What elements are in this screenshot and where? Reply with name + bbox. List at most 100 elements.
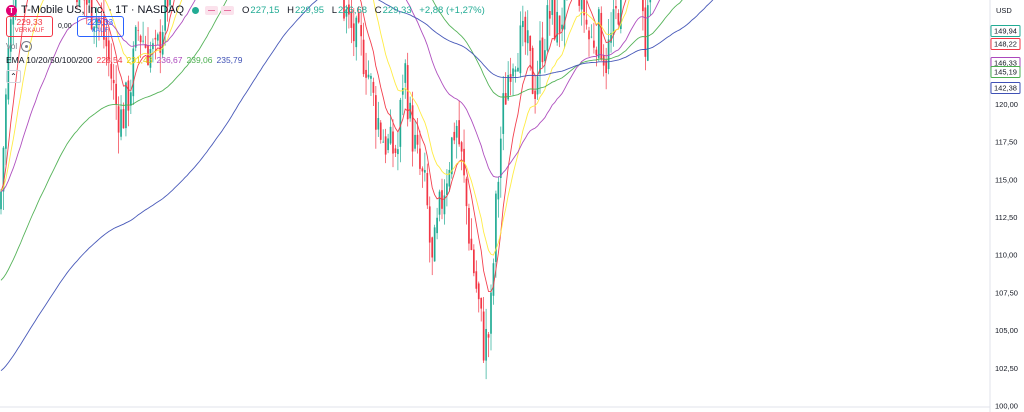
candle <box>431 236 434 276</box>
ema-value-100: 239,06 <box>186 55 213 65</box>
candle <box>436 207 438 240</box>
candle <box>137 21 140 41</box>
header-buttons <box>205 5 235 15</box>
candle <box>551 0 554 25</box>
candle <box>492 258 495 305</box>
price-tag-box <box>990 82 1021 94</box>
candle <box>602 44 605 77</box>
candle <box>355 15 358 61</box>
candle <box>558 15 561 48</box>
candle <box>477 281 480 313</box>
minus-icon[interactable] <box>205 5 219 15</box>
candle <box>546 0 549 53</box>
candle <box>161 25 164 58</box>
candle <box>534 74 536 114</box>
ema-legend[interactable]: EMA 10/20/50/100/200 228,54 231,43 236,6… <box>6 55 243 65</box>
candle <box>362 22 365 77</box>
candle <box>433 224 436 262</box>
y-tick-label: 102,50 <box>995 364 1018 373</box>
candle <box>110 43 113 91</box>
candle <box>460 140 463 171</box>
candle <box>588 26 590 57</box>
candle <box>517 53 519 72</box>
candle <box>125 81 127 137</box>
candle <box>485 308 487 380</box>
candle <box>607 19 610 75</box>
candle <box>470 218 473 251</box>
candle <box>590 24 593 39</box>
candle <box>379 120 382 144</box>
candle <box>615 0 617 20</box>
candle <box>526 10 529 56</box>
candle <box>465 176 468 225</box>
eye-icon[interactable] <box>21 41 33 52</box>
candle <box>463 129 465 183</box>
candle <box>154 29 157 60</box>
candle <box>90 0 93 31</box>
open-value: 227,15 <box>250 4 280 16</box>
volume-indicator[interactable]: Vol <box>6 41 33 52</box>
buy-button[interactable]: 229,33 KAUF <box>76 16 124 37</box>
candle <box>468 203 470 251</box>
candle <box>578 0 581 12</box>
candle <box>541 21 544 67</box>
price-tag-box <box>990 25 1021 37</box>
ema-label: EMA 10/20/50/100/200 <box>6 55 93 65</box>
ema-line-100 <box>0 0 683 281</box>
candle <box>2 146 5 211</box>
candle <box>617 9 620 26</box>
candle <box>482 296 485 363</box>
candle <box>401 74 404 116</box>
candle <box>387 133 389 154</box>
candle <box>120 95 122 141</box>
candle <box>367 60 370 80</box>
candle <box>365 52 367 95</box>
close-value: 229,33 <box>382 4 412 16</box>
candle <box>166 0 169 22</box>
candle <box>597 6 600 62</box>
candle <box>95 7 98 48</box>
symbol-title[interactable]: T-Mobile US, Inc. · 1T · NASDAQ <box>21 4 185 16</box>
candle <box>164 0 166 46</box>
candle <box>605 47 607 90</box>
candle <box>115 65 117 120</box>
candle <box>499 126 502 198</box>
candle <box>419 130 421 176</box>
candle <box>112 64 115 100</box>
minus-icon-2[interactable] <box>221 5 235 15</box>
candle <box>497 176 500 218</box>
candle <box>370 73 372 97</box>
y-tick-label: 107,50 <box>995 288 1018 297</box>
candle <box>149 41 152 73</box>
candle <box>646 0 649 62</box>
candle <box>411 91 414 167</box>
candle <box>404 59 407 99</box>
market-status-icon <box>192 6 200 14</box>
price-tag-ema-50: 146,33 <box>994 59 1017 68</box>
candle <box>83 0 86 17</box>
price-tag-ema-10: 148,22 <box>994 40 1017 49</box>
candle <box>414 120 416 152</box>
candle <box>5 88 7 166</box>
candle <box>583 0 585 33</box>
candle <box>512 63 514 96</box>
candle <box>345 4 348 34</box>
candle <box>127 75 130 127</box>
sell-button[interactable]: 229,33 VERKAUF <box>6 16 53 37</box>
candle <box>134 25 137 52</box>
candle <box>139 34 142 58</box>
candle <box>147 27 149 66</box>
candle <box>536 60 539 100</box>
change-value: +2,88 (+1,27%) <box>419 4 485 16</box>
candle <box>424 152 426 182</box>
candle <box>522 5 524 47</box>
candle <box>593 22 595 54</box>
candle <box>453 122 456 145</box>
candle <box>502 76 505 151</box>
low-value: 226,68 <box>337 4 368 16</box>
candle <box>144 35 147 49</box>
candle <box>392 119 394 168</box>
collapse-legend-button[interactable]: ⌃ <box>6 70 21 83</box>
candle <box>544 38 546 73</box>
